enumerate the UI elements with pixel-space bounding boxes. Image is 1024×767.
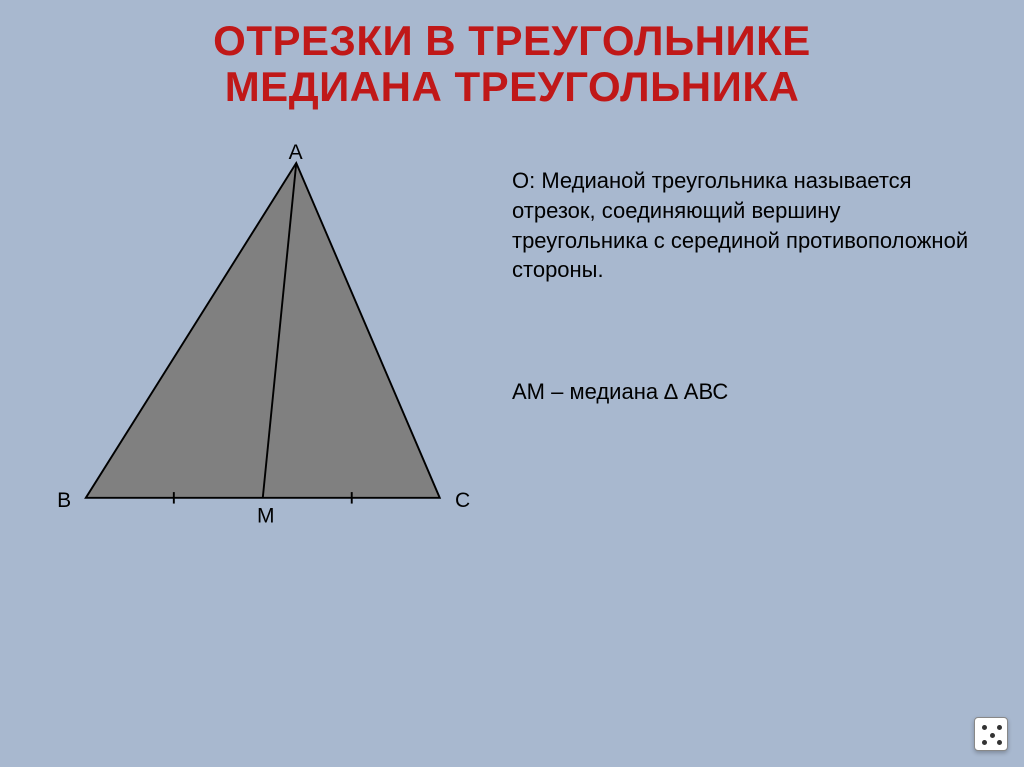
median-statement: АМ – медиана ∆ АВС xyxy=(512,377,972,407)
triangle-diagram: А В С М xyxy=(38,120,478,560)
svg-text:А: А xyxy=(289,141,303,164)
svg-text:С: С xyxy=(455,489,470,512)
svg-text:М: М xyxy=(257,505,275,528)
text-block: О: Медианой треугольника называется отре… xyxy=(512,166,972,406)
svg-text:В: В xyxy=(57,489,71,512)
definition-text: О: Медианой треугольника называется отре… xyxy=(512,166,972,285)
slide-content: А В С М О: Медианой треугольника называется… xyxy=(0,110,1024,730)
triangle-svg: А В С М xyxy=(38,120,478,560)
slide-title: ОТРЕЗКИ В ТРЕУГОЛЬНИКЕ МЕДИАНА ТРЕУГОЛЬН… xyxy=(0,0,1024,110)
title-line-2: МЕДИАНА ТРЕУГОЛЬНИКА xyxy=(0,64,1024,110)
dice-icon[interactable] xyxy=(974,717,1008,751)
title-line-1: ОТРЕЗКИ В ТРЕУГОЛЬНИКЕ xyxy=(0,18,1024,64)
